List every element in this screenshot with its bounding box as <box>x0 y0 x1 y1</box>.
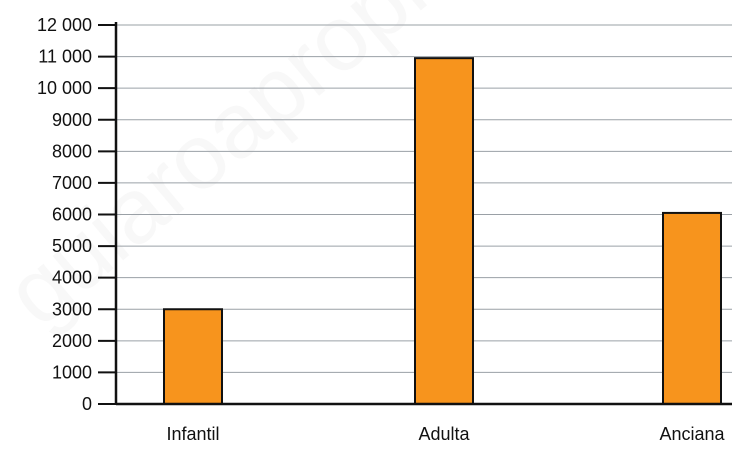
y-axis-tick-label: 11 000 <box>38 47 92 67</box>
y-axis-tick-label: 1000 <box>52 362 92 382</box>
y-axis-tick-label: 10 000 <box>37 78 92 98</box>
bar-anciana <box>663 213 721 404</box>
bar-infantil <box>164 309 222 404</box>
bar-adulta <box>415 58 473 404</box>
x-axis-tick-label: Infantil <box>166 424 219 444</box>
y-axis-tick-label: 5000 <box>52 236 92 256</box>
y-axis-tick-label: 8000 <box>52 141 92 161</box>
y-axis-tick-label: 9000 <box>52 110 92 130</box>
y-axis-tick-label: 12 000 <box>37 15 92 35</box>
y-axis-tick-label: 3000 <box>52 299 92 319</box>
y-axis-tick-label: 2000 <box>52 331 92 351</box>
y-axis-tick-label: 7000 <box>52 173 92 193</box>
x-axis-tick-label: Adulta <box>418 424 470 444</box>
y-axis-tick-label: 0 <box>82 394 92 414</box>
y-axis-tick-label: 6000 <box>52 205 92 225</box>
x-axis-tick-label: Anciana <box>659 424 725 444</box>
y-axis-tick-label: 4000 <box>52 268 92 288</box>
